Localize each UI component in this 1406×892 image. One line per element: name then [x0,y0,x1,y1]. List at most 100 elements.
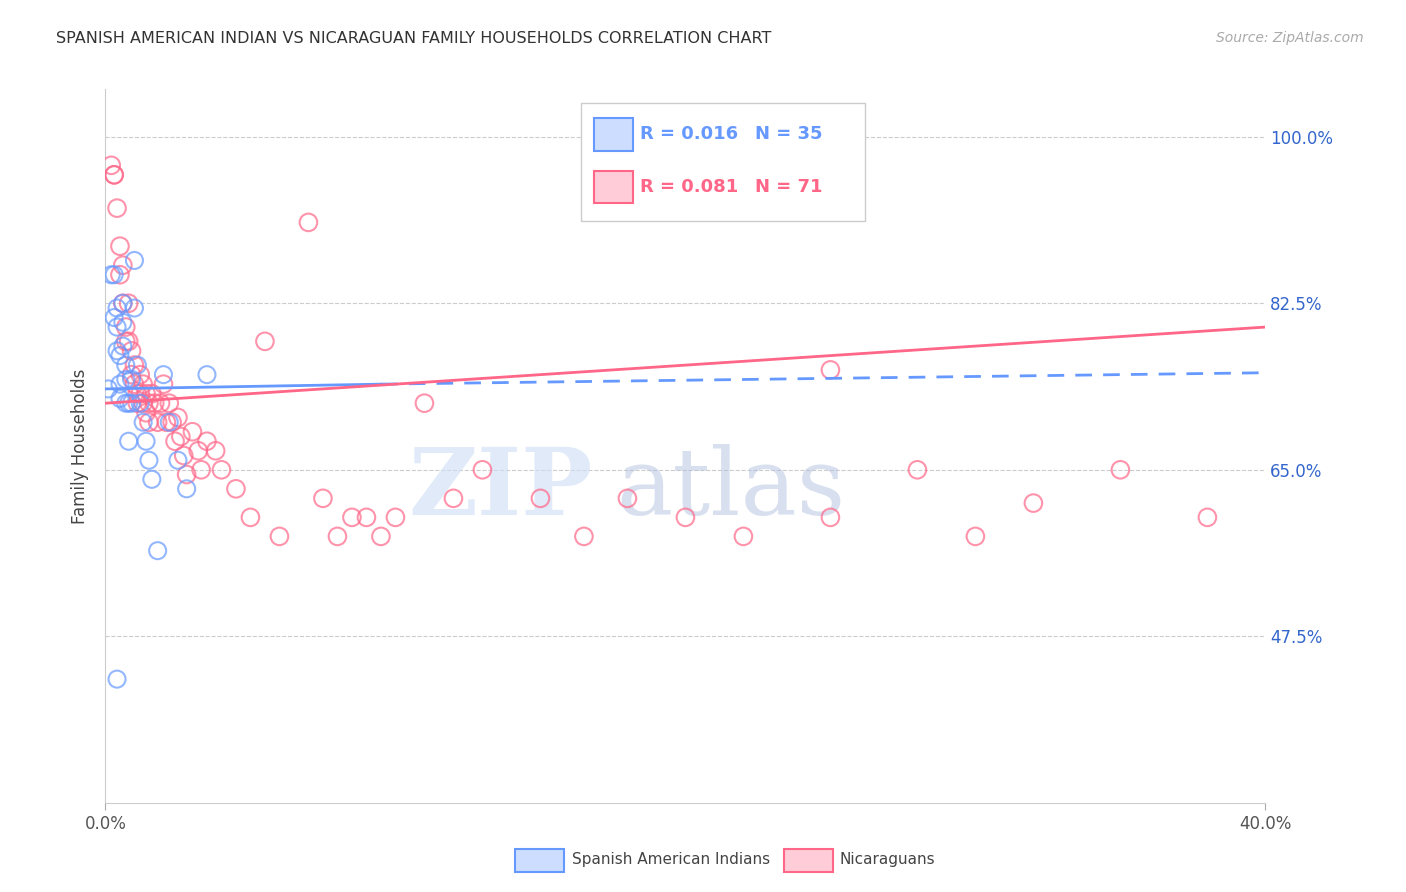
Point [132,396,155,410]
Point [413,396,436,410]
Point [1022,496,1045,510]
Point [105,672,128,686]
Point [124,377,146,392]
Point [118,334,141,349]
Point [135,386,157,401]
Point [820,510,842,524]
Point [146,543,169,558]
Point [529,491,551,506]
Point [121,372,143,386]
Point [141,472,163,486]
Point [167,410,190,425]
Point [326,529,349,543]
Point [152,368,174,382]
Point [124,253,146,268]
Text: atlas: atlas [616,444,845,533]
Point [103,268,125,282]
Point [356,510,378,524]
Point [173,449,195,463]
FancyBboxPatch shape [593,170,633,203]
Point [135,434,157,449]
Point [1197,510,1219,524]
Point [157,396,180,410]
Text: Source: ZipAtlas.com: Source: ZipAtlas.com [1216,31,1364,45]
Point [132,377,155,392]
Point [149,396,172,410]
Point [111,258,134,272]
Point [132,415,155,429]
Point [170,429,193,443]
Point [105,201,128,215]
Point [190,463,212,477]
Point [297,215,319,229]
Point [114,396,136,410]
Point [118,296,141,310]
Text: Nicaraguans: Nicaraguans [839,853,935,867]
Point [176,467,198,482]
Text: SPANISH AMERICAN INDIAN VS NICARAGUAN FAMILY HOUSEHOLDS CORRELATION CHART: SPANISH AMERICAN INDIAN VS NICARAGUAN FA… [56,31,772,46]
Point [269,529,291,543]
Point [100,158,122,172]
Point [820,363,842,377]
Point [114,334,136,349]
Point [111,296,134,310]
Point [138,415,160,429]
Point [253,334,276,349]
FancyBboxPatch shape [581,103,865,221]
Point [239,510,262,524]
Point [141,386,163,401]
Text: R = 0.016: R = 0.016 [640,125,738,143]
Point [152,377,174,392]
Point [127,396,149,410]
Point [121,343,143,358]
Point [118,396,141,410]
Point [103,310,125,325]
Point [114,358,136,372]
Point [108,349,131,363]
Point [138,396,160,410]
Point [124,301,146,315]
Point [195,434,218,449]
Point [675,510,697,524]
Point [127,358,149,372]
Text: R = 0.081: R = 0.081 [640,178,738,196]
FancyBboxPatch shape [593,119,633,152]
Point [138,453,160,467]
Point [312,491,335,506]
Point [195,368,218,382]
Point [965,529,987,543]
Point [124,358,146,372]
Point [572,529,595,543]
Text: N = 71: N = 71 [755,178,823,196]
Point [121,396,143,410]
Point [204,443,226,458]
Point [176,482,198,496]
Point [111,315,134,329]
Point [108,268,131,282]
Point [129,368,152,382]
Point [155,415,177,429]
Point [1109,463,1132,477]
Point [905,463,928,477]
Text: ZIP: ZIP [408,444,592,533]
Point [108,392,131,406]
Point [121,368,143,382]
Point [384,510,406,524]
Point [181,425,204,439]
Point [370,529,392,543]
Point [167,453,190,467]
Text: N = 35: N = 35 [755,125,823,143]
FancyBboxPatch shape [785,849,832,872]
Point [108,377,131,392]
Point [225,482,247,496]
Point [100,268,122,282]
Point [111,339,134,353]
Point [187,443,209,458]
Point [105,301,128,315]
Point [97,382,120,396]
Point [108,239,131,253]
Point [143,396,166,410]
Point [340,510,363,524]
Point [118,434,141,449]
Point [157,415,180,429]
